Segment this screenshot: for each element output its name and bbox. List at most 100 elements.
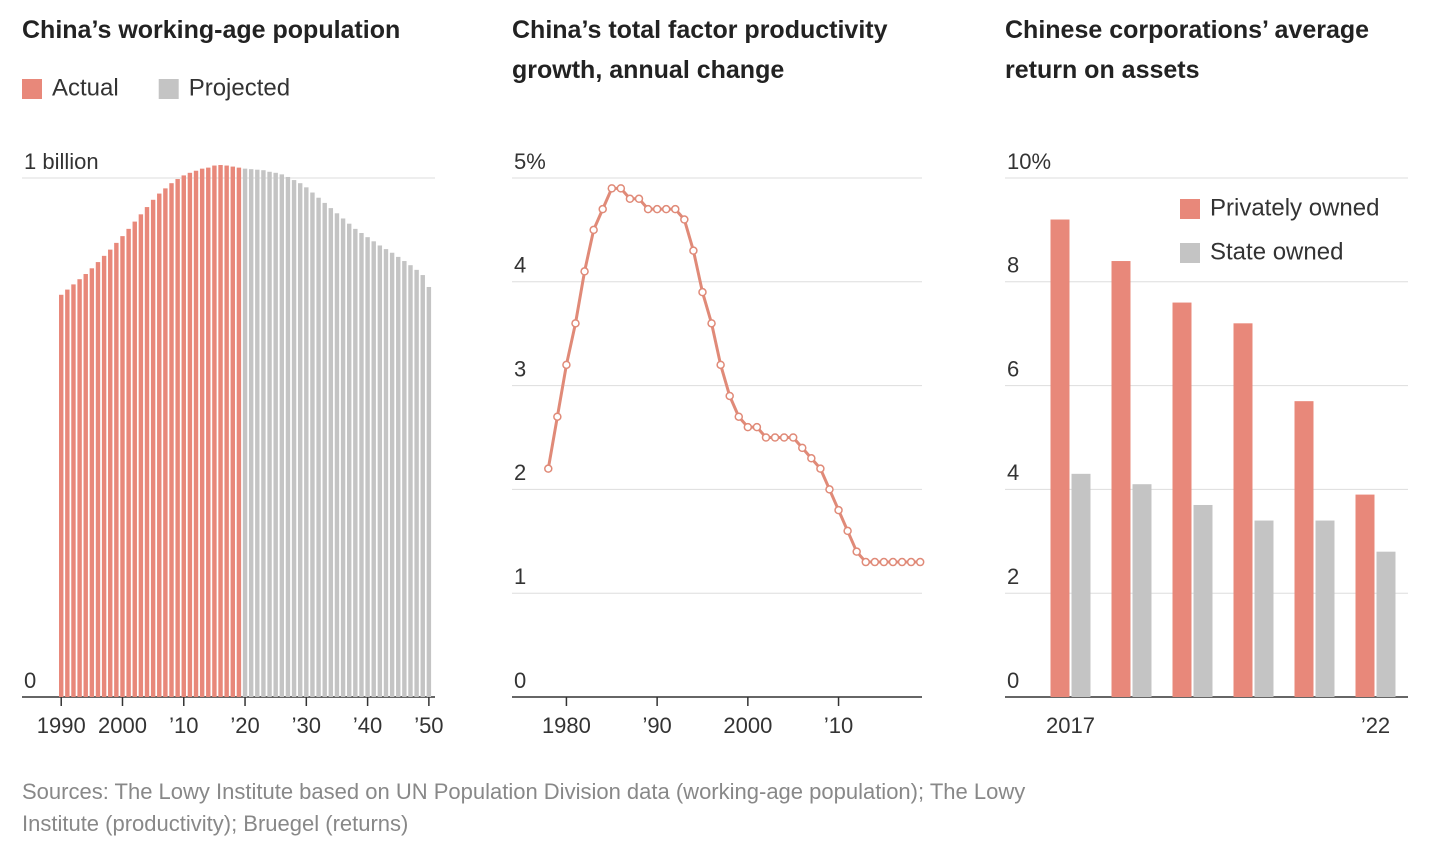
point	[652, 204, 662, 214]
point	[562, 360, 571, 370]
bar	[59, 294, 64, 697]
legend-label: Actual	[52, 74, 119, 101]
bar	[138, 214, 144, 697]
bar	[108, 249, 113, 697]
y-tick-label: 0	[514, 668, 526, 693]
bar	[1111, 261, 1131, 697]
bar	[304, 187, 309, 698]
y-tick-label: 2	[514, 460, 526, 485]
point	[870, 557, 880, 567]
chart-title: China’s working-age population	[22, 16, 400, 44]
point	[843, 526, 852, 536]
bar	[359, 233, 364, 697]
bar	[175, 179, 180, 698]
chart-title: China’s total factor productivity growth,…	[512, 16, 888, 84]
point	[816, 464, 825, 473]
legend-swatch	[1180, 243, 1200, 263]
point	[671, 204, 680, 214]
bar	[1294, 401, 1314, 697]
point	[770, 433, 780, 442]
point	[607, 184, 617, 193]
legend-label: Privately owned	[1210, 194, 1379, 221]
bar	[402, 261, 407, 697]
point	[897, 557, 907, 567]
bar	[1193, 504, 1213, 697]
x-tick-label: 1980	[542, 713, 591, 738]
y-tick-label: 10%	[1007, 149, 1051, 174]
bar	[365, 237, 370, 697]
point	[743, 422, 753, 432]
point	[861, 557, 871, 567]
point	[698, 287, 707, 297]
bar	[353, 228, 358, 697]
bar	[89, 268, 95, 697]
bar	[334, 213, 340, 698]
x-tick-label: ’22	[1361, 713, 1390, 738]
y-tick-label: 6	[1007, 356, 1019, 381]
point	[571, 319, 580, 328]
bar	[285, 176, 291, 697]
legend-label: Projected	[189, 74, 290, 101]
bar	[83, 274, 88, 697]
bar	[95, 262, 101, 697]
bar	[291, 180, 297, 698]
bar	[1315, 520, 1335, 697]
bar	[187, 172, 193, 697]
bar	[255, 169, 260, 698]
chart-title: Chinese corporations’ average return on a…	[1005, 16, 1369, 84]
bar	[396, 256, 401, 697]
point	[906, 557, 916, 567]
y-tick-label: 5%	[514, 149, 546, 174]
bar	[224, 165, 229, 697]
bar	[126, 228, 131, 697]
point	[598, 204, 607, 214]
point	[761, 433, 771, 442]
bar	[101, 255, 107, 697]
bar	[383, 249, 389, 697]
bar	[273, 172, 278, 697]
legend-label: State owned	[1210, 238, 1343, 265]
bar	[420, 275, 425, 697]
bar	[408, 265, 413, 697]
y-tick-label: 4	[514, 253, 526, 278]
bar	[1376, 551, 1396, 697]
point	[915, 557, 925, 567]
bar	[242, 168, 248, 697]
x-tick-label: 1990	[37, 713, 86, 738]
y-tick-label: 3	[514, 356, 526, 381]
x-tick-label: ’10	[169, 713, 198, 738]
bar	[328, 208, 334, 698]
bar	[230, 166, 235, 697]
point	[788, 433, 798, 442]
bar	[389, 252, 395, 697]
x-tick-label: 2000	[723, 713, 772, 738]
point	[734, 412, 744, 421]
point	[680, 215, 689, 224]
point	[553, 412, 562, 421]
bar	[316, 197, 321, 698]
bar	[1355, 494, 1375, 697]
point	[689, 246, 698, 255]
y-tick-label: 8	[1007, 253, 1019, 278]
point	[725, 391, 734, 401]
y-tick-label: 2	[1007, 564, 1019, 589]
x-tick-label: ’90	[642, 713, 671, 738]
bar	[212, 165, 217, 697]
line	[546, 186, 921, 564]
point	[589, 225, 598, 235]
bar	[1233, 323, 1253, 697]
bar	[279, 174, 285, 697]
bar	[1050, 219, 1070, 697]
y-tick-label: 1 billion	[24, 149, 99, 174]
bar	[169, 183, 174, 697]
point	[779, 433, 789, 442]
bar	[310, 192, 315, 698]
point	[707, 319, 716, 328]
point	[580, 267, 589, 276]
y-tick-label: 0	[1007, 668, 1019, 693]
bar	[218, 165, 223, 697]
point	[888, 557, 898, 567]
point	[625, 194, 635, 204]
bar	[114, 242, 119, 697]
